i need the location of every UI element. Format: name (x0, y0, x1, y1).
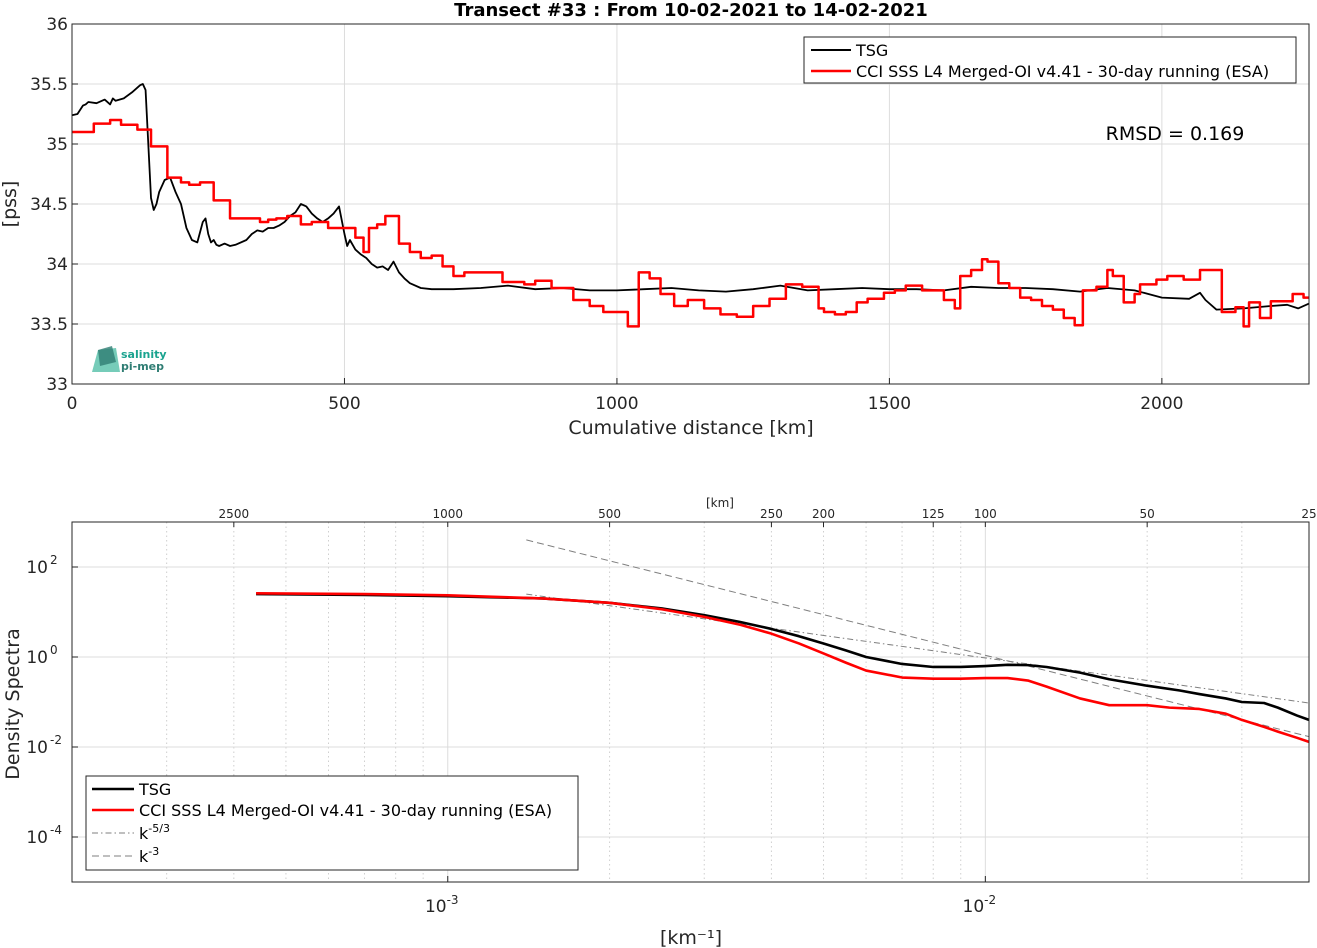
bottom-y-tick-label: 10 (26, 558, 48, 578)
bottom-legend-label-cci: CCI SSS L4 Merged-OI v4.41 - 30-day runn… (139, 801, 552, 820)
bottom-x-axis-label: [km⁻¹] (660, 927, 722, 948)
k3-sup: -3 (148, 845, 159, 858)
bottom-y-tick-exp: 0 (50, 643, 58, 657)
bottom-plot-frame (71, 521, 1310, 883)
salinity-transect-chart: Transect #33 : From 10-02-2021 to 14-02-… (0, 0, 1310, 439)
bottom-y-tick-label: 10 (26, 828, 48, 848)
bottom-top-tick-label: 50 (1140, 507, 1155, 521)
top-x-tick-label: 1000 (595, 394, 638, 414)
bottom-legend-box (85, 775, 579, 871)
bottom-x-tick-label: 10-2 (963, 893, 997, 917)
top-grid (72, 24, 1309, 384)
bottom-x-tick-exp: -3 (447, 893, 459, 907)
bottom-y-tick-exp: 2 (50, 553, 58, 567)
bottom-x-tick-base: 10 (425, 897, 447, 917)
logo-mark-dark (98, 346, 116, 366)
top-legend-box (803, 36, 1297, 84)
top-y-axis-label: [pss] (0, 181, 21, 228)
chart-title: Transect #33 : From 10-02-2021 to 14-02-… (454, 0, 928, 21)
top-x-tick-label: 500 (328, 394, 360, 414)
bottom-fit-k-5-3-line (526, 593, 1310, 704)
top-y-tick-label: 35.5 (30, 75, 68, 95)
bottom-top-tick-label: 25 (1301, 507, 1316, 521)
top-x-axis-label: Cumulative distance [km] (568, 417, 813, 439)
bottom-series-cci-line (256, 592, 1310, 744)
top-x-ticks: 0 500 1000 1500 2000 (67, 378, 1184, 414)
top-y-tick-label: 35 (46, 135, 68, 155)
logo-text-salinity: salinity (121, 348, 167, 361)
bottom-y-tick-exp: -4 (50, 823, 62, 837)
bottom-y-tick-base: 10 (26, 558, 48, 578)
top-y-tick-label: 34 (46, 255, 68, 275)
bottom-top-tick-label: 200 (812, 507, 835, 521)
bottom-y-tick-label: 10 (26, 738, 48, 758)
bottom-top-tick-label: 100 (974, 507, 997, 521)
top-axis-unit-label: [km] (706, 496, 734, 510)
bottom-x-tick-exp: -2 (984, 893, 996, 907)
bottom-top-tick-label: 500 (598, 507, 621, 521)
top-y-tick-label: 34.5 (30, 195, 68, 215)
top-y-ticks: 33 33.5 34 34.5 35 35.5 36 (30, 15, 78, 395)
bottom-top-km-ticks: 2500 1000 500 250 200 125 100 50 25 (219, 507, 1317, 527)
bottom-top-tick-label: 250 (760, 507, 783, 521)
bottom-top-tick-label: 125 (922, 507, 945, 521)
salinity-pi-mep-logo: salinity pi-mep (92, 346, 167, 373)
bottom-x-ticks: 10-3 10-2 (425, 876, 996, 917)
top-y-tick-label: 33.5 (30, 315, 68, 335)
top-legend-label-cci: CCI SSS L4 Merged-OI v4.41 - 30-day runn… (856, 62, 1269, 81)
k3-base: k (139, 847, 149, 866)
k53-sup: -5/3 (148, 822, 170, 835)
bottom-y-axis-label: Density Spectra (2, 628, 24, 779)
top-x-tick-label: 0 (67, 394, 78, 414)
bottom-legend: TSG CCI SSS L4 Merged-OI v4.41 - 30-day … (85, 775, 579, 871)
bottom-y-tick-base: 10 (26, 738, 48, 758)
top-y-tick-label: 33 (46, 375, 68, 395)
top-x-tick-label: 1500 (868, 394, 911, 414)
bottom-top-tick-label: 2500 (219, 507, 250, 521)
top-legend: TSG CCI SSS L4 Merged-OI v4.41 - 30-day … (803, 36, 1297, 84)
bottom-legend-label-tsg: TSG (138, 780, 171, 799)
bottom-legend-label-k53: k-5/3 (139, 822, 170, 843)
top-y-tick-label: 36 (46, 15, 68, 35)
bottom-x-tick-base: 10 (963, 897, 985, 917)
bottom-y-tick-base: 10 (26, 648, 48, 668)
k53-base: k (139, 824, 149, 843)
rmsd-annotation: RMSD = 0.169 (1106, 123, 1245, 145)
logo-text-pi-mep: pi-mep (121, 360, 164, 373)
top-x-tick-label: 2000 (1140, 394, 1183, 414)
top-legend-label-tsg: TSG (855, 41, 888, 60)
bottom-legend-label-k3: k-3 (139, 845, 159, 866)
bottom-series (256, 539, 1310, 744)
bottom-x-tick-label: 10-3 (425, 893, 459, 917)
top-series (71, 83, 1310, 328)
bottom-y-tick-exp: -2 (50, 733, 62, 747)
bottom-y-tick-label: 10 (26, 648, 48, 668)
bottom-top-tick-label: 1000 (432, 507, 463, 521)
top-series-cci-line (72, 118, 1309, 328)
bottom-fit-k-3-line (526, 539, 1310, 738)
bottom-y-tick-base: 10 (26, 828, 48, 848)
